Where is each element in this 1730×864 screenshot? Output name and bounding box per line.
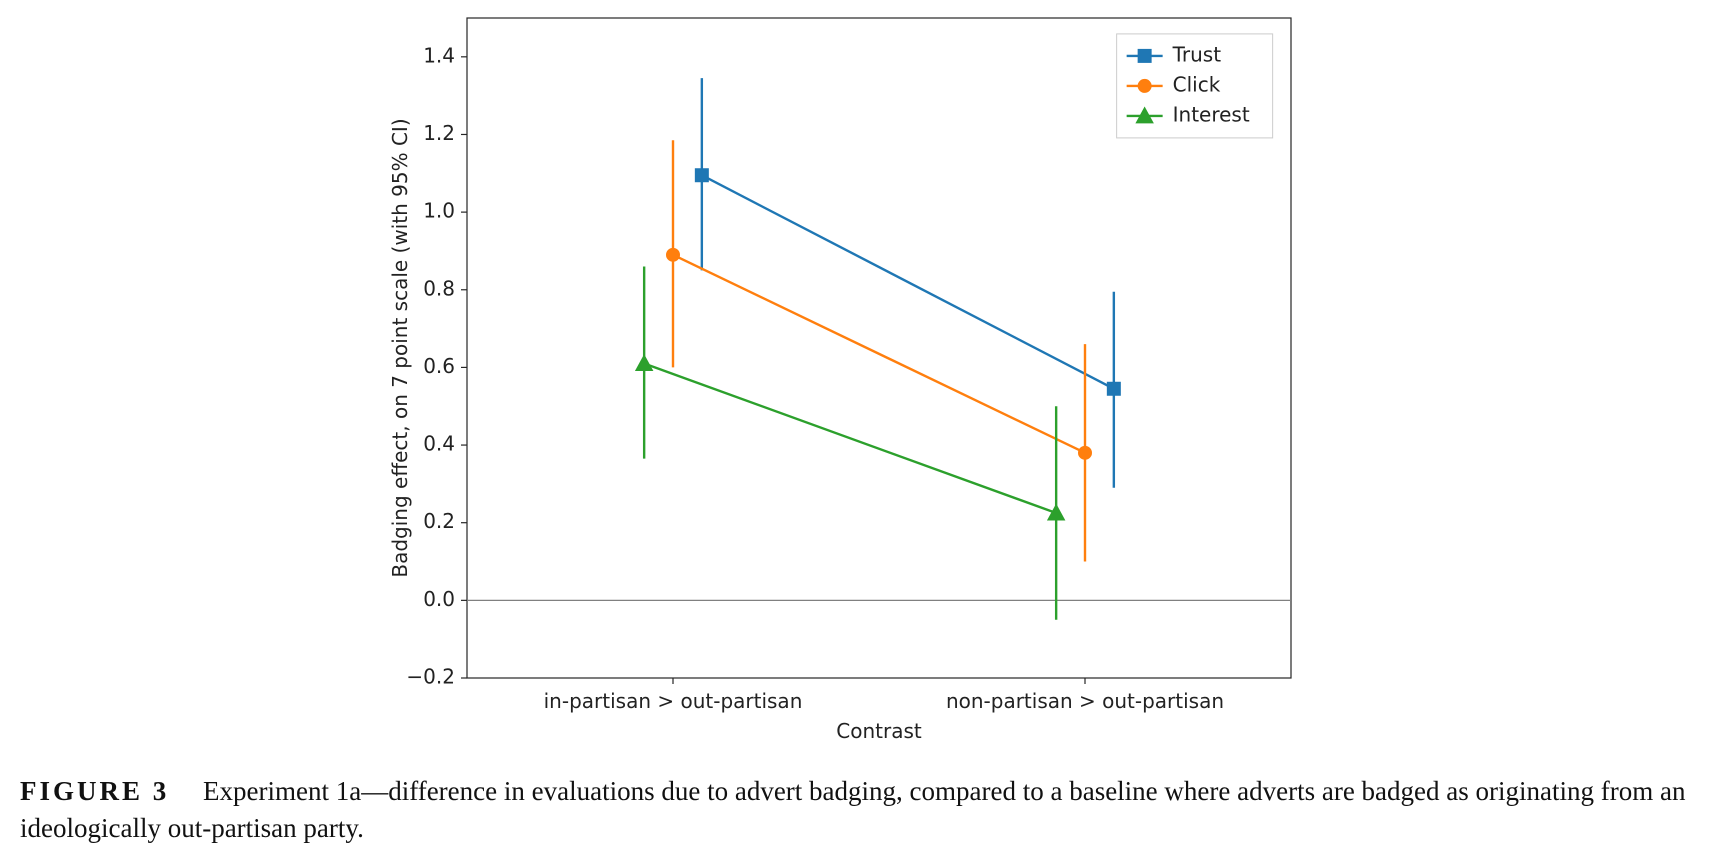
figure-container: { "figure": { "caption_label": "FIGURE 3… (0, 0, 1730, 864)
figure-caption-text: Experiment 1a—difference in evaluations … (20, 776, 1685, 842)
y-tick-label: 0.4 (423, 432, 455, 456)
y-tick-label: 0.2 (423, 509, 455, 533)
legend-label: Click (1173, 72, 1221, 96)
series-line (702, 175, 1114, 389)
legend: Trust Click Interest (1117, 34, 1273, 138)
legend-label: Trust (1172, 42, 1222, 66)
series-line (673, 255, 1085, 453)
series-marker (1079, 446, 1092, 459)
legend-label: Interest (1173, 102, 1250, 126)
series-marker (636, 355, 653, 370)
series-marker (1107, 382, 1120, 395)
y-tick-label: 0.8 (423, 276, 455, 300)
y-tick-label: 1.0 (423, 199, 455, 223)
x-tick-label: non-partisan > out-partisan (946, 689, 1224, 713)
figure-caption: FIGURE 3 Experiment 1a—difference in eva… (20, 773, 1690, 846)
y-tick-label: 0.0 (423, 587, 455, 611)
x-tick-label: in-partisan > out-partisan (544, 689, 803, 713)
series-marker (695, 169, 708, 182)
y-axis-label: Badging effect, on 7 point scale (with 9… (388, 118, 412, 577)
legend-swatch-marker (1138, 79, 1151, 92)
x-axis-label: Contrast (836, 719, 922, 743)
y-tick-label: −0.2 (406, 665, 455, 689)
chart-svg: −0.2 0.0 0.2 0.4 0.6 0.8 1.0 1.2 1.4 in-partisan … (387, 8, 1311, 748)
series-marker (667, 248, 680, 261)
legend-swatch-marker (1138, 49, 1151, 62)
y-tick-label: 0.6 (423, 354, 455, 378)
figure-label: FIGURE 3 (20, 776, 169, 806)
series-click (667, 140, 1092, 561)
series-line (644, 364, 1056, 513)
series-interest (636, 266, 1065, 619)
series-marker (1048, 505, 1065, 520)
chart-plot-area: −0.2 0.0 0.2 0.4 0.6 0.8 1.0 1.2 1.4 in-partisan … (387, 8, 1311, 748)
y-tick-label: 1.2 (423, 121, 455, 145)
y-tick-label: 1.4 (423, 43, 455, 67)
